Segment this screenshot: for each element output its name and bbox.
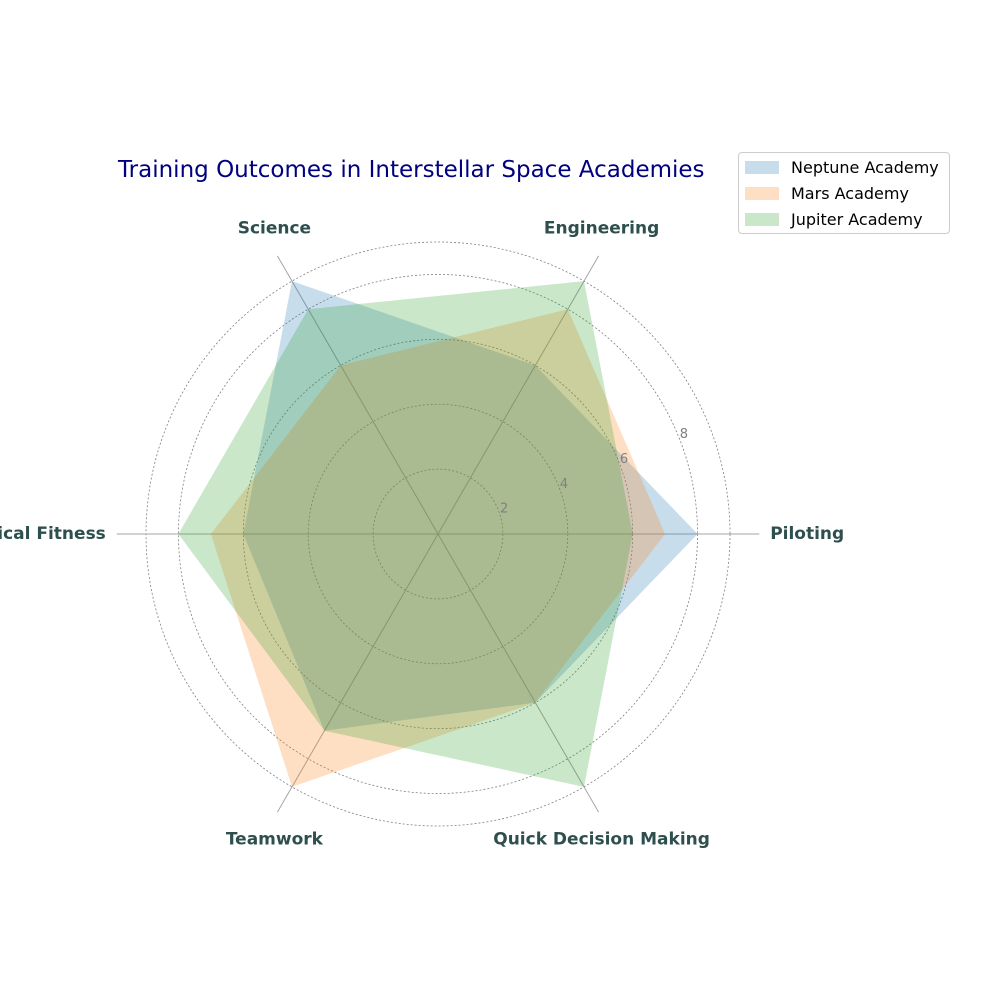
category-label-quick-decision-making: Quick Decision Making bbox=[493, 829, 710, 849]
legend-label-jupiter: Jupiter Academy bbox=[791, 209, 923, 229]
legend-label-neptune: Neptune Academy bbox=[791, 157, 939, 177]
chart-title: Training Outcomes in Interstellar Space … bbox=[118, 157, 705, 183]
spoke-4 bbox=[276, 533, 439, 813]
radar-labels: 2 4 6 8 Piloting Engineering Science Physical F… bbox=[0, 219, 844, 850]
radar-grid bbox=[116, 241, 760, 827]
legend-swatch-mars bbox=[745, 186, 779, 200]
legend-item-neptune: Neptune Academy bbox=[745, 156, 939, 178]
category-label-teamwork: Teamwork bbox=[226, 829, 324, 849]
radar-series bbox=[178, 281, 698, 787]
spoke-5 bbox=[437, 533, 600, 813]
category-label-physical-fitness: Physical Fitness bbox=[0, 524, 106, 544]
legend-label-mars: Mars Academy bbox=[791, 183, 909, 203]
spoke-2 bbox=[276, 255, 439, 535]
category-label-piloting: Piloting bbox=[770, 524, 844, 544]
legend-swatch-jupiter bbox=[745, 212, 779, 226]
chart-legend: Neptune Academy Mars Academy Jupiter Aca… bbox=[738, 152, 950, 234]
series-area-mars-academy bbox=[210, 309, 666, 787]
series-area-jupiter-academy bbox=[178, 281, 633, 787]
category-label-science: Science bbox=[238, 219, 311, 239]
radial-tick-label-4: 4 bbox=[560, 477, 568, 492]
radial-tick-label-6: 6 bbox=[620, 452, 628, 467]
radial-tick-label-2: 2 bbox=[500, 502, 508, 517]
spoke-1 bbox=[437, 255, 600, 535]
series-area-neptune-academy bbox=[243, 281, 698, 731]
radial-tick-label-8: 8 bbox=[680, 427, 688, 442]
category-label-engineering: Engineering bbox=[544, 219, 659, 239]
legend-swatch-neptune bbox=[745, 160, 779, 174]
legend-item-jupiter: Jupiter Academy bbox=[745, 208, 923, 230]
legend-item-mars: Mars Academy bbox=[745, 182, 909, 204]
